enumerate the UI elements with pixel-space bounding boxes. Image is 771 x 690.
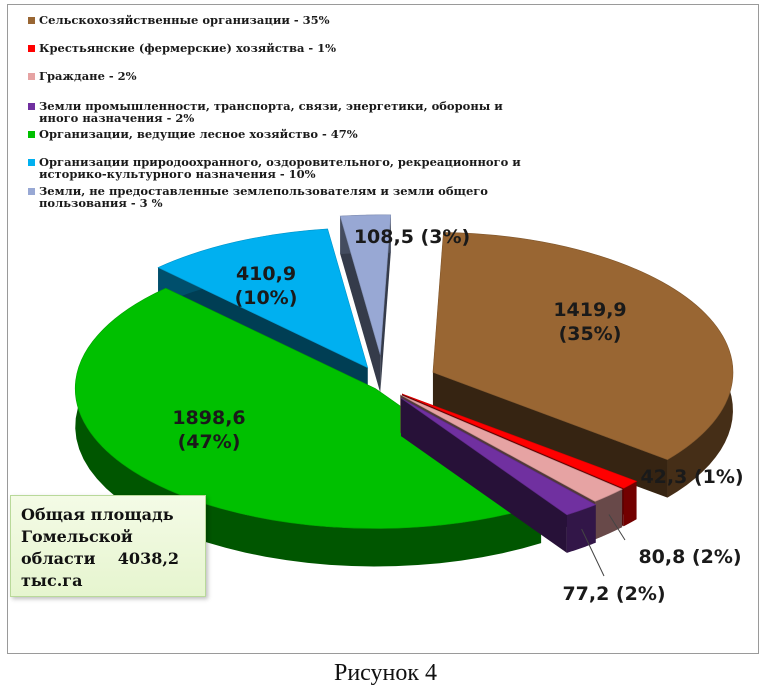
- pie-slice-edge: [566, 504, 596, 553]
- legend-swatch-icon: [28, 188, 35, 195]
- legend-item-farms: Крестьянские (фермерские) хозяйства - 1%: [28, 42, 336, 54]
- legend-label: Земли промышленности, транспорта, связи,…: [39, 99, 503, 113]
- pie-slice-top: [339, 214, 392, 355]
- pie-slice-edge: [594, 489, 623, 540]
- pie-slice-wall: [340, 216, 381, 393]
- data-label: 80,8 (2%): [638, 546, 741, 568]
- total-area-line: Общая площадь: [21, 505, 174, 524]
- total-area-line: области 4038,2: [21, 549, 180, 568]
- data-label: 1419,9 (35%): [553, 299, 626, 345]
- data-label: 77,2 (2%): [562, 583, 665, 605]
- legend-item-citizens: Граждане - 2%: [28, 70, 137, 82]
- pie-slice-wall: [432, 372, 668, 498]
- legend-swatch-icon: [28, 17, 35, 24]
- legend-swatch-icon: [28, 131, 35, 138]
- data-label: 108,5 (3%): [354, 226, 470, 248]
- pie-slice-wall: [401, 398, 567, 553]
- pie-slice: [339, 214, 392, 393]
- legend-swatch-icon: [28, 45, 35, 52]
- legend-swatch-icon: [28, 73, 35, 80]
- legend-item-unallocated: Земли, не предоставленные землепользоват…: [28, 185, 488, 209]
- legend-label: историко-культурного назначения - 10%: [39, 167, 316, 181]
- total-area-line: Гомельской: [21, 527, 133, 546]
- pie-chart: 1419,9 (35%) 42,3 (1%) 80,8 (2%) 77,2 (2%) 18…: [74, 214, 744, 605]
- pie-slice-top: [401, 393, 638, 489]
- legend-label: Организации, ведущие лесное хозяйство - …: [39, 127, 358, 141]
- legend-item-nature: Организации природоохранного, оздоровите…: [28, 156, 521, 180]
- legend-item-industry: Земли промышленности, транспорта, связи,…: [28, 100, 503, 124]
- pie-slice-top: [157, 228, 369, 369]
- legend-label: Земли, не предоставленные землепользоват…: [39, 184, 488, 198]
- legend-swatch-icon: [28, 103, 35, 110]
- pie-slice: [400, 397, 597, 553]
- pie-slice-top: [400, 394, 623, 502]
- data-label: 1898,6 (47%): [172, 407, 245, 453]
- legend-swatch-icon: [28, 159, 35, 166]
- data-label: 42,3 (1%): [640, 466, 743, 488]
- figure-caption: Рисунок 4: [333, 660, 438, 686]
- pie-slice-top: [400, 397, 597, 516]
- legend-label: Крестьянские (фермерские) хозяйства - 1%: [39, 41, 337, 55]
- legend-item-agri: Сельскохозяйственные организации - 35%: [28, 14, 330, 26]
- legend-label: иного назначения - 2%: [39, 111, 195, 125]
- data-label: 410,9 (10%): [235, 263, 298, 309]
- legend-item-forestry: Организации, ведущие лесное хозяйство - …: [28, 128, 358, 140]
- legend-label: Граждане - 2%: [39, 69, 137, 83]
- total-area-box: Общая площадь Гомельской области 4038,2 …: [10, 495, 206, 597]
- leader-line: [608, 514, 626, 541]
- pie-slice-top: [74, 287, 542, 529]
- leader-line: [581, 528, 605, 577]
- legend-label: Организации природоохранного, оздоровите…: [39, 155, 521, 169]
- legend-label: пользования - 3 %: [39, 196, 163, 210]
- pie-slice-wall: [380, 214, 391, 393]
- pie-slice-top: [432, 232, 734, 460]
- total-area-line: тыс.га: [21, 571, 83, 590]
- pie-slice: [432, 232, 734, 498]
- pie-slice-edge: [623, 481, 637, 527]
- legend-label: Сельскохозяйственные организации - 35%: [39, 13, 330, 27]
